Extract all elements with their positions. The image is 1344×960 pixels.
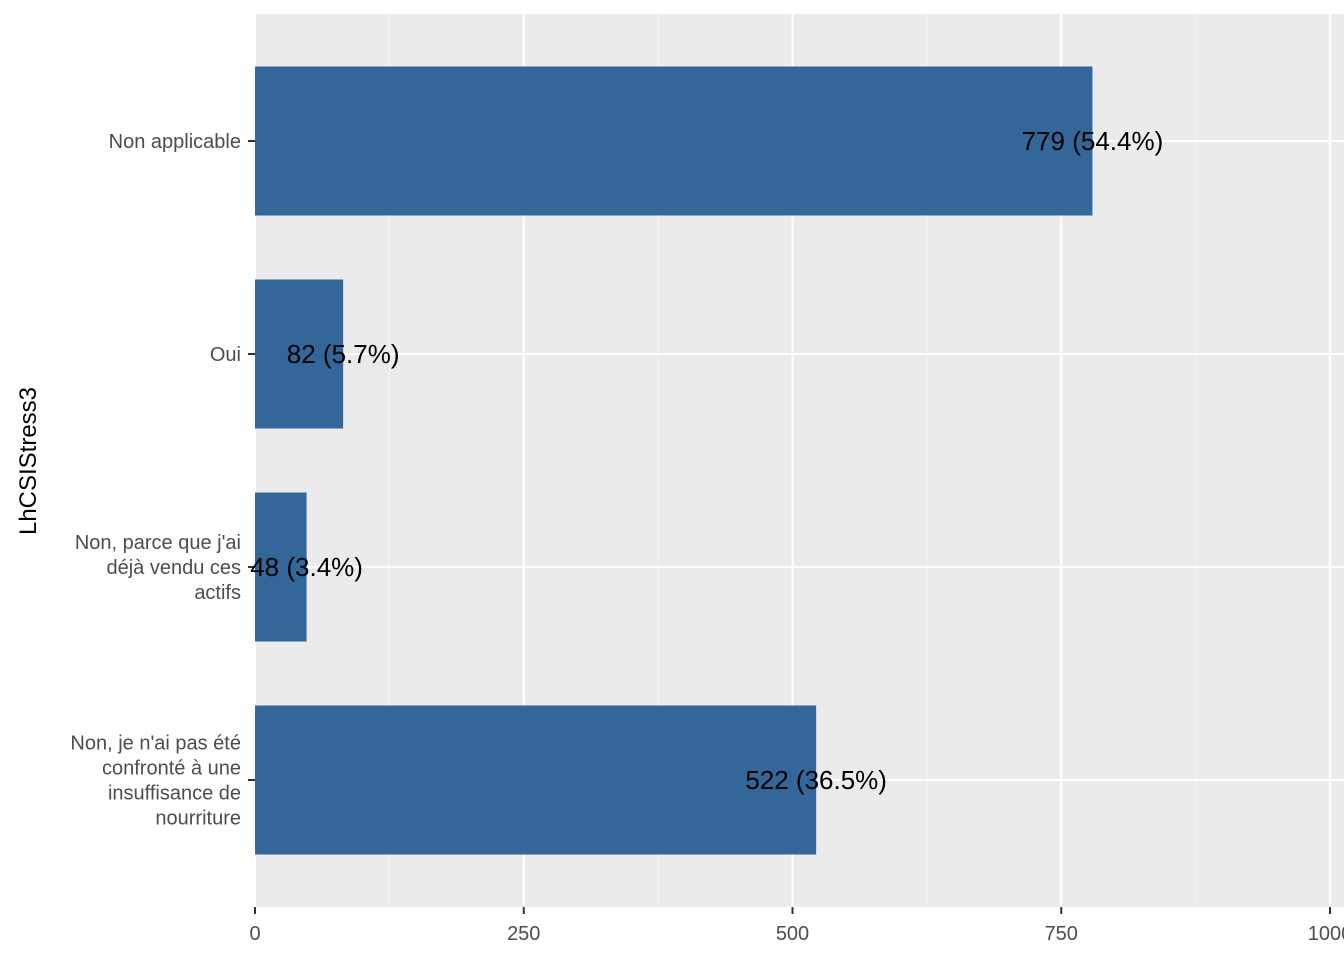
category-label-line: insuffisance de — [108, 783, 241, 805]
bar — [255, 66, 1093, 216]
data-label: 522 (36.5%) — [745, 765, 887, 795]
x-tick-label: 750 — [1045, 923, 1078, 945]
category-label-line: déjà vendu ces — [106, 557, 241, 579]
category-label: Oui — [210, 344, 241, 366]
data-label: 82 (5.7%) — [287, 339, 400, 369]
data-label: 779 (54.4%) — [1022, 126, 1164, 156]
category-label-line: Non applicable — [109, 131, 241, 153]
bar — [255, 492, 307, 642]
data-label: 48 (3.4%) — [250, 552, 363, 582]
category-label-line: Oui — [210, 344, 241, 366]
category-label: Non, je n'ai pas été confronté à une insuf… — [70, 733, 241, 830]
x-tick-label: 500 — [776, 923, 809, 945]
category-label-line: actifs — [194, 582, 241, 604]
bars — [255, 66, 1093, 855]
category-label-line: Non, parce que j'ai — [75, 532, 241, 554]
data-labels: 779 (54.4%) 82 (5.7%) 48 (3.4%) 522 (36.5%) — [250, 126, 1163, 795]
category-labels: Non applicable Oui Non, parce que j'ai déjà… — [70, 131, 241, 830]
category-label-line: confronté à une — [102, 758, 241, 780]
bar — [255, 705, 817, 855]
axis-ticks — [248, 140, 1331, 914]
category-label: Non, parce que j'ai déjà vendu ces actifs — [75, 532, 241, 604]
category-label-line: Non, je n'ai pas été — [70, 733, 241, 755]
x-tick-labels: 0 250 500 750 1000 — [249, 923, 1344, 945]
category-label-line: nourriture — [155, 808, 241, 830]
bar — [255, 279, 344, 429]
x-tick-label: 250 — [507, 923, 540, 945]
category-label: Non applicable — [109, 131, 241, 153]
y-axis-title: LhCSIStress3 — [15, 387, 42, 535]
x-tick-label: 0 — [249, 923, 260, 945]
x-tick-label: 1000 — [1308, 923, 1344, 945]
